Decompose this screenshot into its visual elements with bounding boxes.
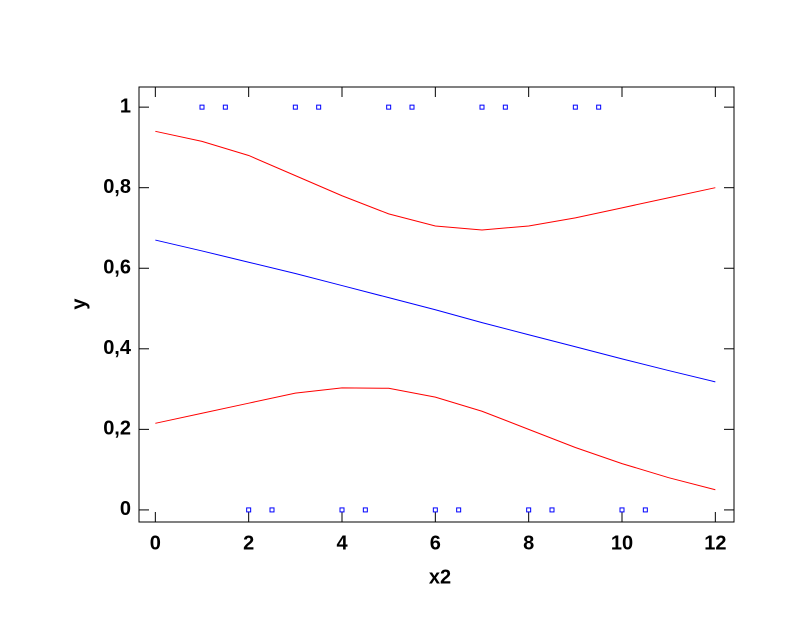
point bbox=[479, 104, 485, 110]
y-tick-label: 0,6 bbox=[103, 257, 131, 279]
x-tick-label: 6 bbox=[430, 532, 441, 554]
x-tick-label: 10 bbox=[611, 532, 633, 554]
point bbox=[596, 104, 602, 110]
point bbox=[572, 104, 578, 110]
point bbox=[432, 507, 438, 513]
y-tick-label: 0,2 bbox=[103, 418, 131, 440]
point bbox=[386, 104, 392, 110]
point bbox=[246, 507, 252, 513]
x-tick-label: 2 bbox=[243, 532, 254, 554]
point bbox=[269, 507, 275, 513]
point bbox=[362, 507, 368, 513]
point bbox=[456, 507, 462, 513]
point bbox=[502, 104, 508, 110]
curve bbox=[155, 130, 716, 231]
point bbox=[619, 507, 625, 513]
y-tick-label: 0 bbox=[120, 498, 131, 520]
x-tick-label: 0 bbox=[150, 532, 161, 554]
x-tick-label: 12 bbox=[704, 532, 726, 554]
point bbox=[526, 507, 532, 513]
y-tick-label: 0,4 bbox=[103, 337, 132, 359]
point bbox=[642, 507, 648, 513]
point bbox=[199, 104, 205, 110]
curve bbox=[155, 387, 716, 491]
plot-frame bbox=[138, 86, 735, 523]
point bbox=[316, 104, 322, 110]
x-tick-label: 8 bbox=[523, 532, 534, 554]
x-tick-label: 4 bbox=[336, 532, 348, 554]
curve bbox=[155, 239, 716, 383]
y-tick-label: 1 bbox=[120, 95, 131, 117]
point bbox=[549, 507, 555, 513]
point bbox=[409, 104, 415, 110]
x-axis-label: x2 bbox=[429, 566, 451, 588]
y-axis-label: y bbox=[68, 298, 90, 310]
point bbox=[222, 104, 228, 110]
y-tick-label: 0,8 bbox=[103, 176, 131, 198]
point bbox=[292, 104, 298, 110]
point bbox=[339, 507, 345, 513]
